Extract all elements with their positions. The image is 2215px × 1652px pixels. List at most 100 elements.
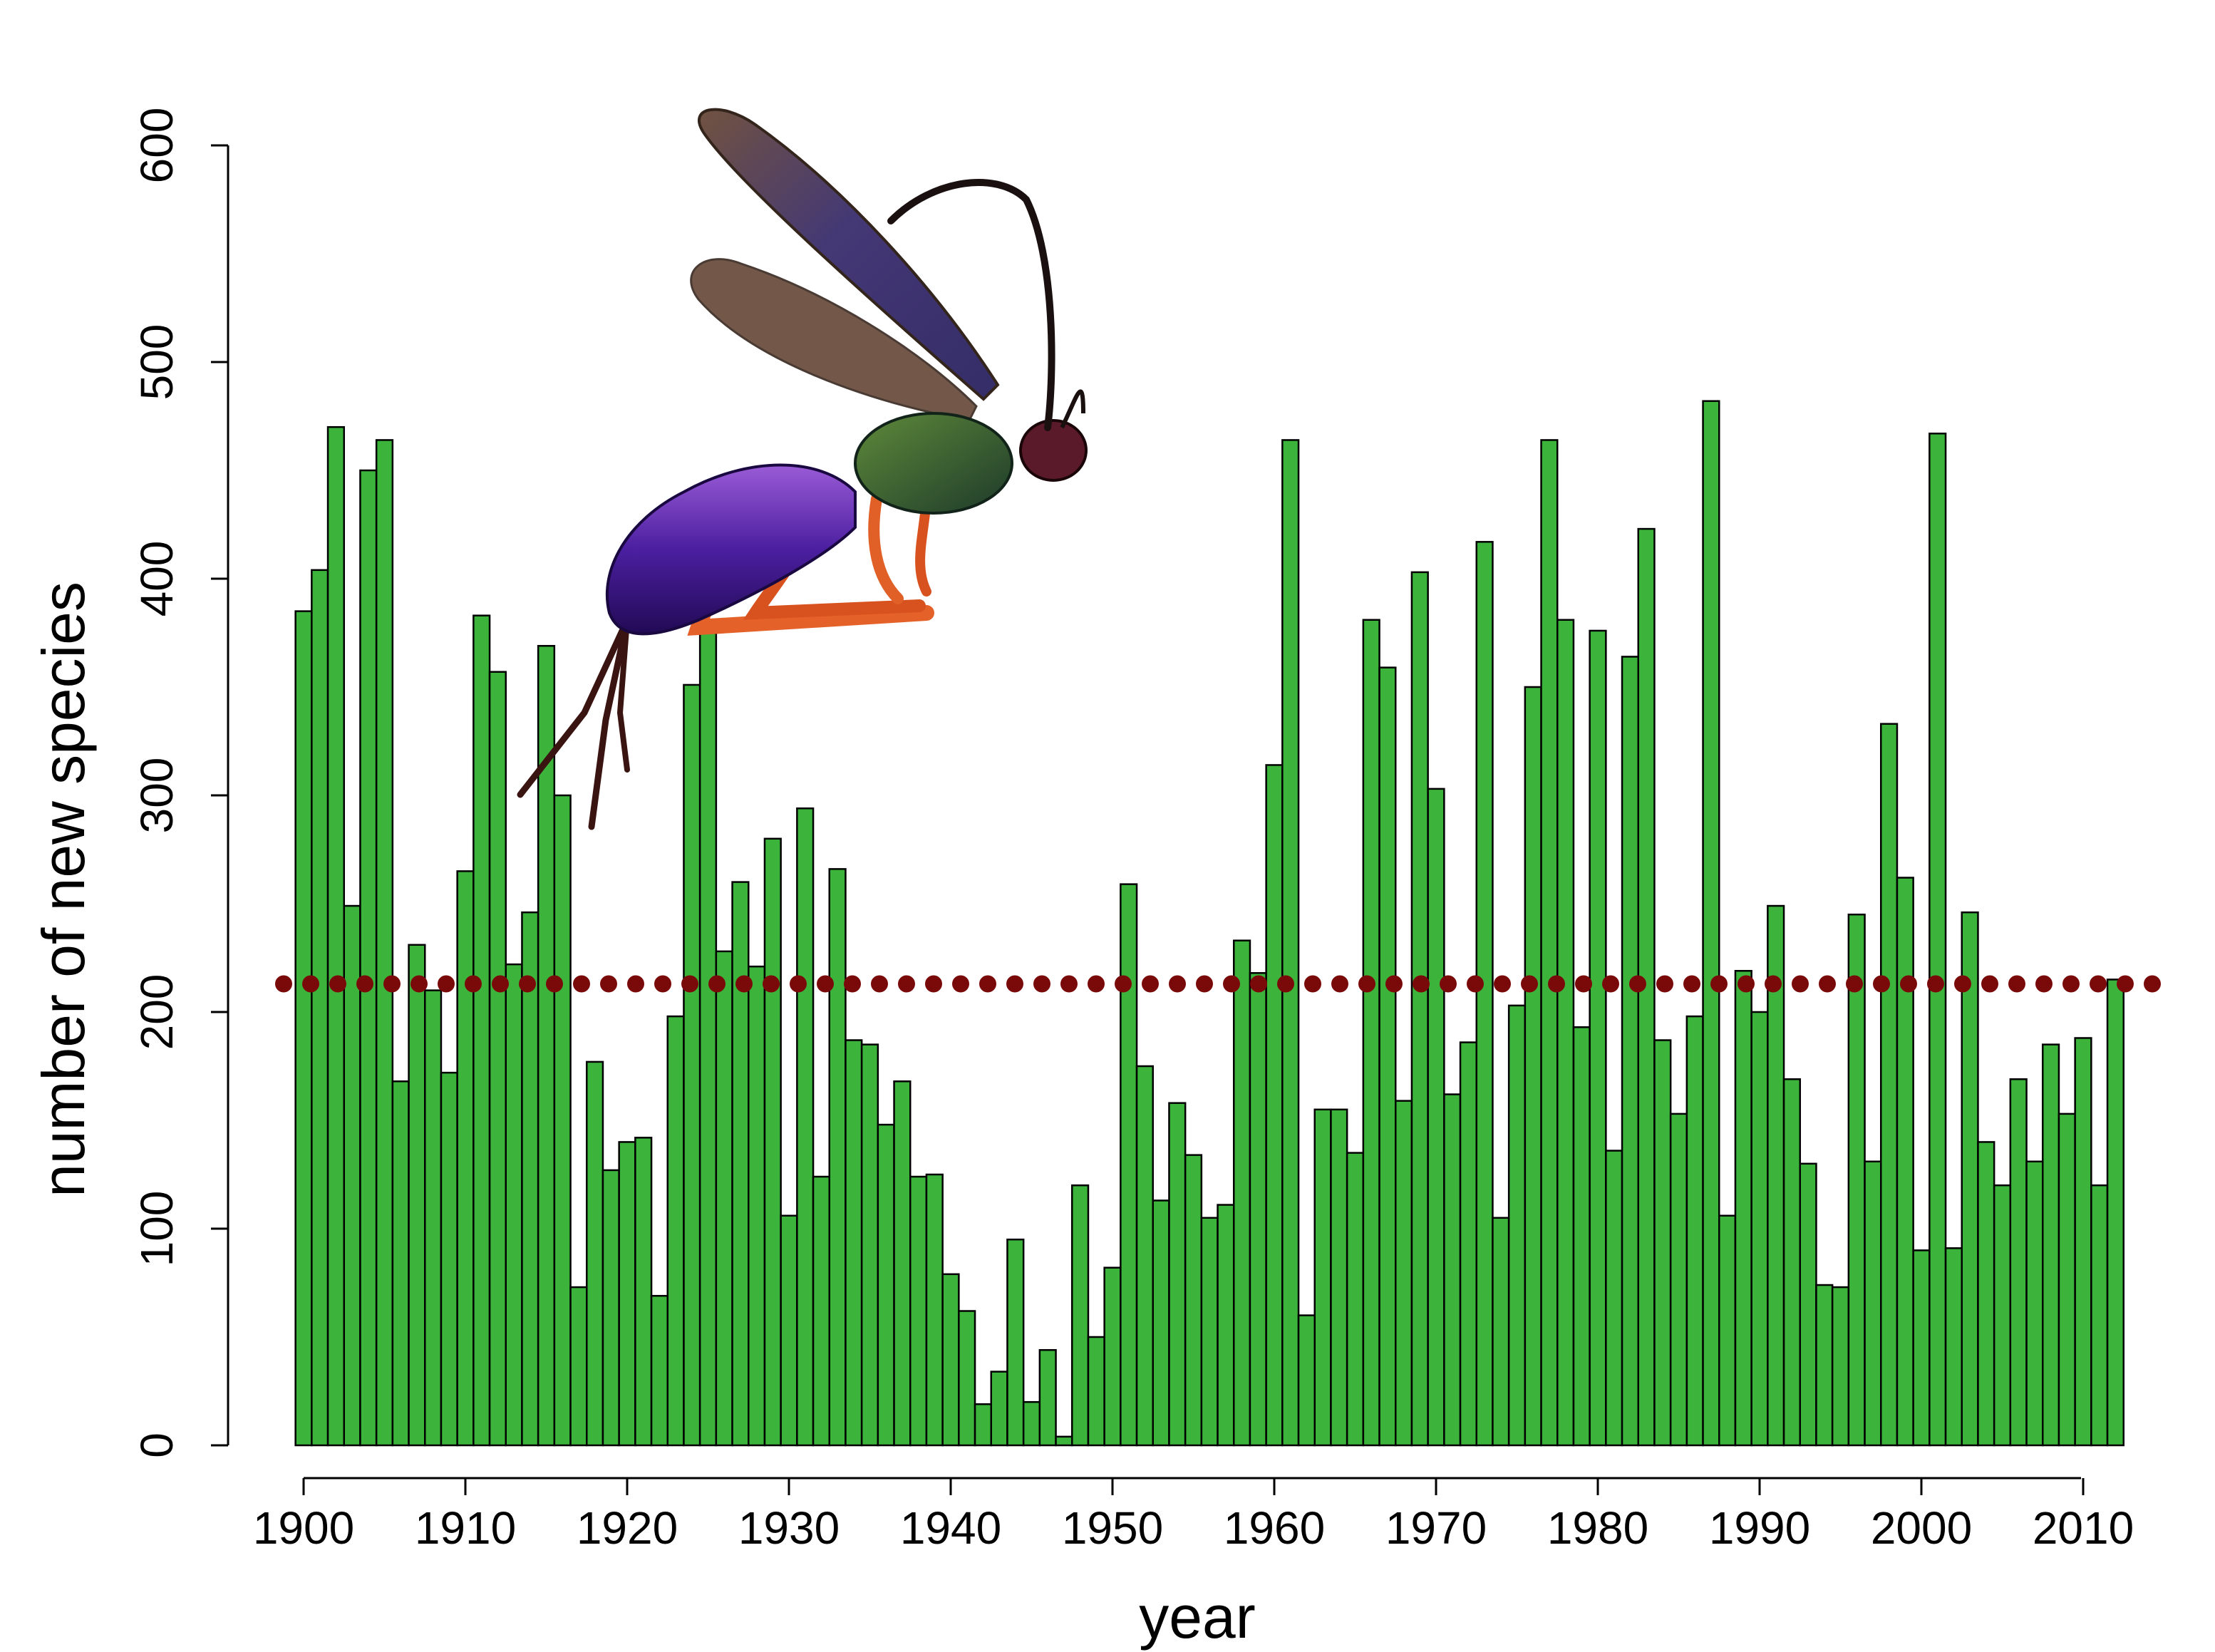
bar-1929	[763, 837, 782, 1447]
x-tick-label: 1970	[1385, 1502, 1487, 1554]
bar-1936	[877, 1123, 895, 1447]
bar-1900	[294, 610, 313, 1447]
x-axis: 1900 1910 1920 1930 1940 1950 1960 1970 1980 1990…	[253, 1477, 2134, 1554]
bar-1937	[893, 1080, 912, 1447]
bar-1978	[1556, 619, 1575, 1447]
bar-1947	[1055, 1435, 1073, 1447]
bar-1995	[1831, 1286, 1850, 1447]
bar-2010	[2074, 1037, 2092, 1447]
bars-group	[294, 400, 2125, 1447]
bar-1949	[1087, 1336, 1105, 1447]
bar-1966	[1362, 619, 1380, 1447]
bar-1924	[683, 683, 701, 1447]
bar-1919	[601, 1169, 620, 1447]
bar-1904	[359, 469, 378, 1447]
x-tick-label: 1940	[900, 1502, 1001, 1554]
bar-1987	[1702, 400, 1720, 1447]
bar-1961	[1281, 439, 1300, 1447]
x-tick-label: 1900	[253, 1502, 354, 1554]
bar-1906	[391, 1080, 410, 1447]
bar-1998	[1880, 723, 1899, 1447]
bar-1985	[1669, 1112, 1688, 1447]
bar-1946	[1038, 1348, 1057, 1447]
y-tick-label: 200	[131, 974, 182, 1050]
bar-1923	[666, 1015, 685, 1447]
bar-1964	[1330, 1108, 1348, 1447]
x-tick-label: 1920	[577, 1502, 678, 1554]
bar-1992	[1782, 1078, 1802, 1447]
wasp-icon	[517, 108, 1088, 830]
bar-1913	[505, 963, 523, 1447]
bar-1982	[1621, 656, 1640, 1447]
bar-1944	[1006, 1238, 1025, 1447]
bar-1979	[1572, 1026, 1591, 1447]
bar-1921	[634, 1137, 653, 1447]
bar-1957	[1217, 1204, 1235, 1447]
bar-1954	[1168, 1102, 1187, 1447]
bar-1941	[958, 1310, 976, 1447]
bar-1914	[521, 911, 539, 1447]
bar-1932	[812, 1175, 831, 1447]
bar-1922	[650, 1294, 668, 1447]
bar-1959	[1249, 972, 1267, 1447]
bar-2005	[1993, 1184, 2012, 1447]
bar-1973	[1475, 541, 1494, 1447]
bar-1938	[909, 1175, 928, 1447]
bar-1933	[828, 868, 847, 1447]
bar-1958	[1233, 939, 1251, 1447]
x-tick-label: 1960	[1224, 1502, 1325, 1554]
bar-1990	[1750, 1011, 1769, 1447]
y-tick-label: 0	[131, 1432, 182, 1458]
bar-1977	[1540, 439, 1559, 1447]
bar-1942	[974, 1403, 993, 1447]
bar-1999	[1896, 877, 1914, 1447]
bar-1910	[456, 870, 475, 1447]
bar-1994	[1815, 1284, 1834, 1447]
bar-1970	[1427, 788, 1445, 1447]
bar-1943	[990, 1370, 1008, 1447]
bar-1988	[1718, 1214, 1737, 1447]
bar-2000	[1912, 1249, 1931, 1447]
bar-2012	[2106, 979, 2125, 1447]
y-tick-label: 300	[131, 758, 182, 834]
bar-1901	[311, 569, 329, 1447]
bar-1997	[1864, 1160, 1882, 1447]
bar-1934	[845, 1039, 863, 1447]
bar-1965	[1346, 1152, 1365, 1447]
bar-1956	[1200, 1217, 1219, 1447]
bar-1945	[1022, 1400, 1041, 1447]
bar-1986	[1685, 1015, 1704, 1447]
bar-1953	[1152, 1199, 1170, 1447]
x-tick-label: 2010	[2033, 1502, 2134, 1554]
x-axis-label: year	[1139, 1584, 1255, 1651]
bar-2011	[2090, 1184, 2109, 1447]
bar-1931	[796, 807, 815, 1447]
bar-2008	[2042, 1043, 2060, 1447]
bar-1989	[1734, 969, 1752, 1447]
bar-1996	[1847, 913, 1866, 1447]
bar-2006	[2009, 1078, 2028, 1447]
bar-1935	[860, 1043, 879, 1447]
x-tick-label: 1930	[738, 1502, 840, 1554]
bar-2007	[2025, 1160, 2044, 1447]
bar-1907	[408, 944, 426, 1447]
bar-2009	[2057, 1112, 2076, 1447]
bar-1962	[1297, 1314, 1316, 1447]
bar-2003	[1961, 911, 1979, 1447]
bar-1917	[569, 1286, 588, 1447]
bar-1918	[586, 1060, 604, 1447]
bar-1951	[1120, 883, 1138, 1447]
bar-1905	[375, 439, 394, 1447]
bar-1902	[326, 425, 345, 1447]
y-tick-label: 100	[131, 1191, 182, 1267]
bar-1963	[1313, 1108, 1332, 1447]
bar-1993	[1799, 1162, 1817, 1447]
bar-1928	[748, 965, 766, 1447]
bar-1971	[1443, 1093, 1462, 1447]
bar-1967	[1378, 666, 1397, 1447]
x-tick-label: 1980	[1547, 1502, 1648, 1554]
y-axis-label: number of new species	[30, 582, 97, 1197]
bar-1912	[488, 671, 507, 1447]
bar-1948	[1071, 1184, 1090, 1447]
